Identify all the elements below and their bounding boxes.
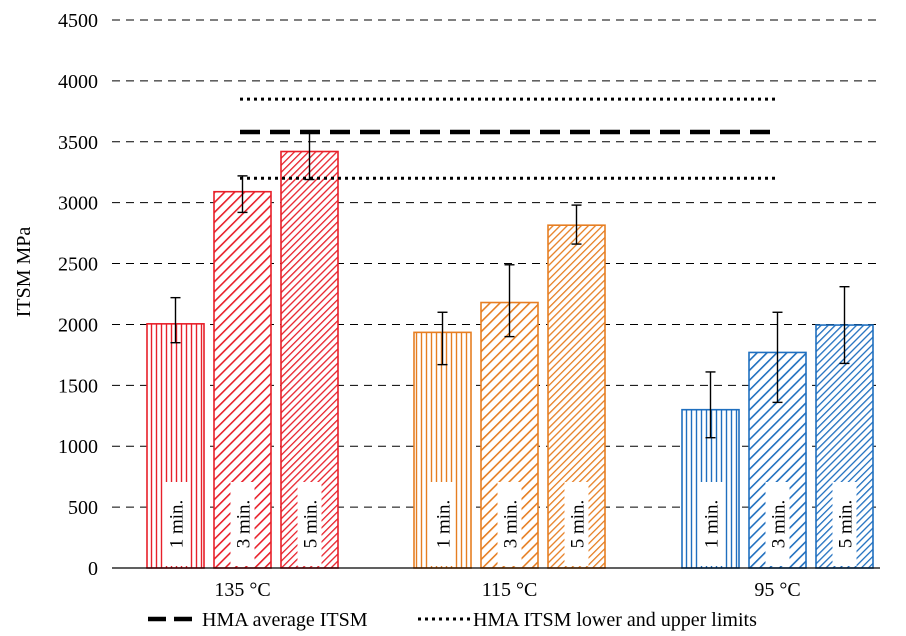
- x-tick-label: 95 °C: [754, 579, 800, 601]
- legend-label-average: HMA average ITSM: [202, 609, 368, 631]
- legend-label-limits: HMA ITSM lower and upper limits: [473, 609, 757, 631]
- bar-label-box: [564, 482, 589, 566]
- bar-label-box: [698, 482, 723, 566]
- bar-label-box: [497, 482, 522, 566]
- bar-label: 5 min.: [836, 500, 857, 549]
- y-tick-label: 2000: [58, 314, 98, 336]
- x-tick-label: 115 °C: [482, 579, 538, 601]
- y-tick-label: 3000: [58, 193, 98, 215]
- bar-label: 1 min.: [434, 500, 455, 549]
- y-tick-label: 1500: [58, 375, 98, 397]
- x-tick-label: 135 °C: [214, 579, 270, 601]
- y-tick-label: 3500: [58, 132, 98, 154]
- y-tick-label: 0: [88, 558, 98, 580]
- y-tick-label: 500: [68, 497, 98, 519]
- bars: 1 min. 3 min. 5 min. 1 min. 3 min. 5 min. 1 mi…: [146, 150, 874, 569]
- reference-lines: [240, 97, 778, 180]
- bar-label: 1 min.: [167, 500, 188, 549]
- bar-label-box: [297, 482, 322, 566]
- y-axis: 0 500 1000 1500 2000 2500 3000 3500 4000 4500: [58, 10, 98, 580]
- y-tick-label: 4500: [58, 10, 98, 32]
- bar-label-box: [765, 482, 790, 566]
- bar-label: 1 min.: [702, 500, 723, 549]
- legend: HMA average ITSM HMA ITSM lower and upper…: [148, 609, 757, 631]
- y-tick-label: 4000: [58, 71, 98, 93]
- bar-label-box: [430, 482, 455, 566]
- bar-label: 3 min.: [501, 500, 522, 549]
- x-axis: 135 °C 115 °C 95 °C: [112, 567, 880, 601]
- y-tick-label: 1000: [58, 436, 98, 458]
- bar-label-box: [163, 482, 188, 566]
- y-tick-label: 2500: [58, 254, 98, 276]
- bar-label: 5 min.: [568, 500, 589, 549]
- error-bars: [170, 131, 850, 439]
- bar-label: 3 min.: [234, 500, 255, 549]
- y-axis-label: ITSM MPa: [13, 227, 35, 318]
- bar-label-box: [832, 482, 857, 566]
- bar-label: 5 min.: [301, 500, 322, 549]
- bar-label-box: [230, 482, 255, 566]
- bar-label: 3 min.: [769, 500, 790, 549]
